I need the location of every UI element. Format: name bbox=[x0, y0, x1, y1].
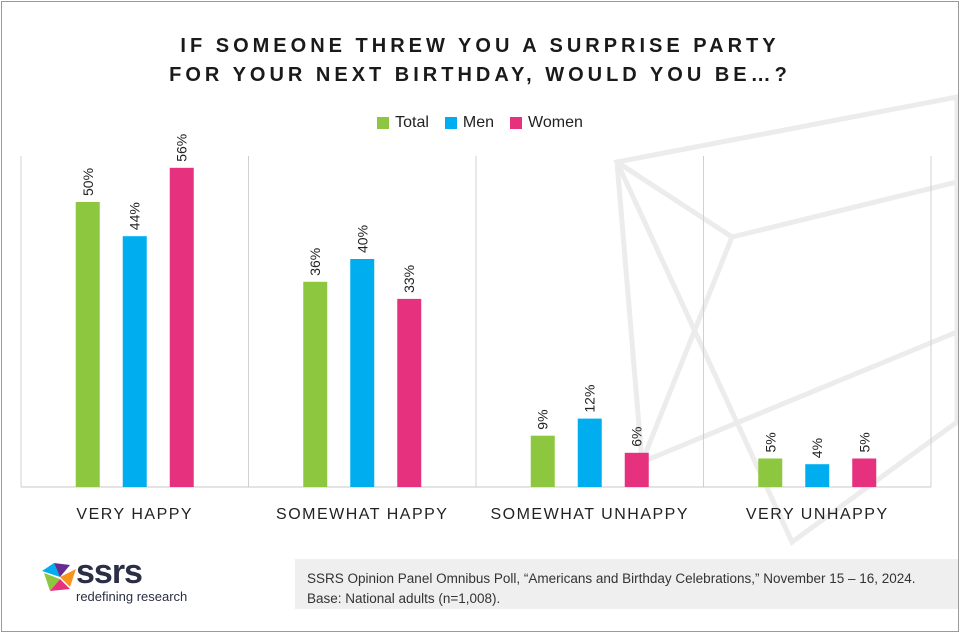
data-label: 56% bbox=[174, 134, 190, 162]
data-label: 5% bbox=[762, 432, 778, 452]
data-label: 12% bbox=[582, 385, 598, 413]
legend-item-total: Total bbox=[377, 114, 429, 132]
chart-title-line-2: FOR YOUR NEXT BIRTHDAY, WOULD YOU BE…? bbox=[169, 64, 791, 86]
data-label: 50% bbox=[80, 168, 96, 196]
legend-swatch-women bbox=[510, 117, 523, 129]
logo-tagline: redefining research bbox=[76, 589, 188, 604]
legend-item-women: Women bbox=[510, 114, 583, 132]
category-label: SOMEWHAT HAPPY bbox=[276, 506, 448, 523]
bar-men-2 bbox=[577, 418, 602, 487]
legend-swatch-total bbox=[377, 117, 390, 129]
chart-legend: Total Men Women bbox=[2, 114, 958, 132]
legend-item-men: Men bbox=[444, 114, 495, 132]
bar-women-1 bbox=[397, 298, 422, 487]
data-label: 40% bbox=[354, 225, 370, 253]
source-line-2: Base: National adults (n=1,008). bbox=[307, 591, 501, 606]
source-note: SSRS Opinion Panel Omnibus Poll, “Americ… bbox=[295, 559, 958, 609]
bar-women-3 bbox=[852, 458, 877, 487]
bar-total-3 bbox=[758, 458, 783, 487]
data-label: 9% bbox=[535, 409, 551, 429]
logo-mark-icon bbox=[42, 563, 76, 591]
legend-label-men: Men bbox=[462, 114, 495, 131]
data-label: 5% bbox=[856, 432, 872, 452]
bar-men-0 bbox=[122, 236, 147, 487]
source-line-1: SSRS Opinion Panel Omnibus Poll, “Americ… bbox=[307, 571, 916, 586]
category-label: SOMEWHAT UNHAPPY bbox=[490, 506, 689, 523]
bar-women-2 bbox=[624, 452, 649, 487]
data-label: 44% bbox=[127, 202, 143, 230]
bar-men-1 bbox=[350, 259, 375, 487]
data-label: 6% bbox=[629, 427, 645, 447]
chart-title-line-1: IF SOMEONE THREW YOU A SURPRISE PARTY bbox=[180, 35, 780, 57]
bar-total-0 bbox=[75, 202, 100, 487]
data-label: 36% bbox=[307, 248, 323, 276]
logo-wordmark: ssrs bbox=[76, 553, 143, 591]
legend-label-total: Total bbox=[395, 114, 429, 131]
bar-total-1 bbox=[303, 281, 328, 487]
category-label: VERY HAPPY bbox=[76, 506, 193, 523]
legend-swatch-men bbox=[444, 117, 457, 129]
chart-title: IF SOMEONE THREW YOU A SURPRISE PARTY FO… bbox=[2, 32, 958, 90]
ssrs-logo: ssrs redefining research bbox=[40, 553, 240, 609]
bar-women-0 bbox=[169, 167, 194, 488]
category-label: VERY UNHAPPY bbox=[746, 506, 889, 523]
data-label: 33% bbox=[401, 265, 417, 293]
legend-label-women: Women bbox=[528, 114, 583, 131]
data-label: 4% bbox=[809, 438, 825, 458]
bar-total-2 bbox=[530, 435, 555, 487]
bar-men-3 bbox=[805, 464, 830, 487]
